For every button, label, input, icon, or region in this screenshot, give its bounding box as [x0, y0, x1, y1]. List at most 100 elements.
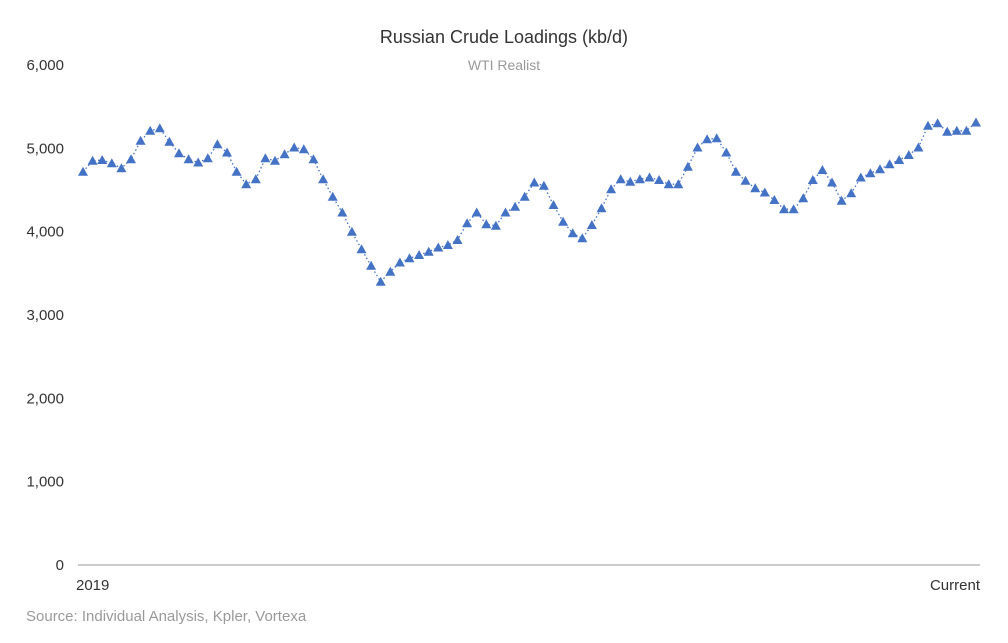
data-point-marker — [375, 276, 386, 286]
data-point-marker — [279, 149, 290, 159]
y-tick-label: 6,000 — [26, 57, 64, 74]
data-point-marker — [951, 125, 962, 135]
data-point-marker — [327, 191, 338, 201]
data-point-marker — [634, 174, 645, 184]
data-point-marker — [779, 204, 789, 214]
data-point-marker — [894, 155, 905, 164]
data-point-marker — [126, 154, 136, 164]
data-point-marker — [462, 218, 473, 228]
data-point-marker — [318, 174, 329, 184]
data-point-marker — [490, 220, 501, 230]
data-point-marker — [116, 163, 127, 173]
y-tick-label: 2,000 — [26, 390, 64, 407]
data-point-marker — [740, 175, 751, 185]
x-tick-label: 2019 — [76, 577, 109, 594]
data-point-marker — [923, 120, 933, 130]
data-point-marker — [356, 244, 367, 254]
data-point-marker — [145, 125, 156, 135]
data-point-marker — [903, 150, 914, 159]
data-point-marker — [692, 142, 703, 152]
data-point-marker — [423, 246, 434, 256]
data-point-marker — [346, 226, 357, 236]
data-point-marker — [682, 161, 693, 171]
data-point-marker — [231, 166, 242, 176]
data-point-marker — [730, 166, 741, 176]
data-point-marker — [846, 188, 857, 198]
data-point-marker — [337, 207, 348, 217]
data-point-marker — [596, 203, 607, 213]
data-point-marker — [193, 157, 204, 167]
series-layer — [78, 117, 981, 286]
data-point-marker — [865, 168, 876, 178]
data-point-marker — [606, 184, 617, 194]
data-point-marker — [644, 172, 655, 182]
data-point-marker — [769, 195, 780, 204]
data-point-marker — [884, 159, 895, 169]
data-point-marker — [567, 228, 578, 238]
data-point-marker — [538, 180, 549, 190]
data-point-marker — [510, 201, 521, 211]
data-point-marker — [529, 177, 540, 187]
data-point-marker — [961, 125, 972, 135]
data-point-marker — [615, 174, 626, 184]
data-point-marker — [750, 183, 761, 193]
data-point-marker — [942, 126, 953, 136]
y-tick-label: 4,000 — [26, 224, 64, 241]
data-point-marker — [836, 195, 847, 205]
data-point-marker — [827, 177, 837, 187]
x-axis: 2019 Current — [76, 577, 981, 594]
data-point-marker — [222, 147, 232, 157]
data-point-marker — [212, 139, 223, 149]
data-point-marker — [548, 200, 559, 209]
y-tick-label: 1,000 — [26, 474, 64, 491]
data-point-marker — [394, 257, 405, 267]
data-point-marker — [183, 154, 194, 164]
data-point-marker — [154, 123, 165, 133]
data-point-marker — [663, 179, 674, 189]
data-point-marker — [721, 147, 732, 157]
x-tick-label: Current — [930, 577, 981, 594]
data-point-marker — [135, 135, 146, 145]
data-point-marker — [673, 179, 684, 189]
data-point-marker — [625, 176, 636, 186]
data-point-marker — [174, 148, 184, 158]
data-point-marker — [855, 172, 866, 182]
data-point-marker — [202, 153, 213, 163]
y-tick-label: 5,000 — [26, 140, 64, 157]
data-point-marker — [875, 164, 885, 174]
data-point-marker — [500, 207, 511, 217]
y-axis: 0 1,000 2,000 3,000 4,000 5,000 6,000 — [26, 57, 64, 574]
data-point-marker — [260, 153, 271, 163]
data-point-marker — [433, 242, 444, 252]
chart-subtitle: WTI Realist — [467, 57, 541, 73]
data-point-marker — [241, 179, 252, 189]
data-point-marker — [298, 144, 309, 154]
y-tick-label: 3,000 — [26, 307, 64, 324]
data-point-marker — [404, 253, 415, 263]
data-point-marker — [807, 175, 818, 184]
data-point-marker — [270, 155, 280, 165]
data-point-marker — [558, 216, 569, 226]
data-point-marker — [250, 174, 261, 184]
source-note: Source: Individual Analysis, Kpler, Vort… — [26, 608, 307, 625]
data-point-marker — [654, 175, 665, 184]
data-point-marker — [289, 142, 300, 152]
data-point-marker — [759, 187, 770, 197]
data-point-marker — [788, 204, 799, 214]
y-tick-label: 0 — [56, 557, 64, 574]
data-point-marker — [106, 158, 117, 168]
data-point-marker — [577, 233, 588, 243]
data-point-marker — [414, 250, 425, 259]
data-point-marker — [971, 117, 981, 127]
data-point-marker — [519, 191, 530, 201]
data-point-marker — [78, 166, 88, 176]
data-point-marker — [932, 118, 943, 128]
data-point-marker — [452, 235, 463, 244]
data-point-marker — [481, 219, 492, 229]
data-point-marker — [817, 165, 828, 174]
data-point-marker — [711, 133, 722, 143]
chart-title: Russian Crude Loadings (kb/d) — [379, 27, 629, 47]
data-point-marker — [87, 155, 98, 165]
data-point-marker — [97, 155, 108, 164]
